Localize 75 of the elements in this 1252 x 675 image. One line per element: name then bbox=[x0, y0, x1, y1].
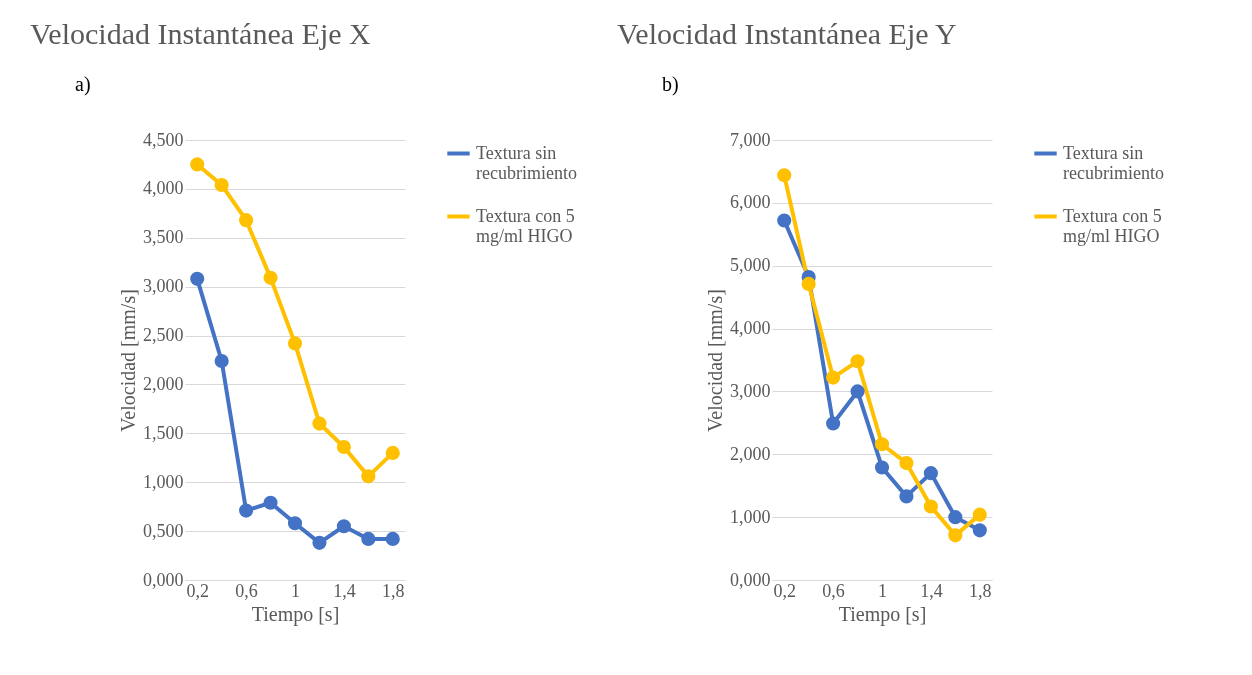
chart-title: Velocidad Instantánea Eje Y bbox=[617, 17, 957, 50]
point bbox=[777, 168, 792, 183]
y-tick-label: 0,000 bbox=[143, 569, 184, 590]
point bbox=[263, 270, 278, 285]
y-tick-label: 2,000 bbox=[730, 443, 771, 464]
point bbox=[385, 445, 400, 460]
point bbox=[287, 516, 303, 531]
point bbox=[214, 177, 229, 193]
point bbox=[826, 416, 841, 431]
y-axis-title: Velocidad [mm/s] bbox=[704, 289, 726, 432]
point bbox=[361, 469, 376, 484]
point bbox=[190, 271, 205, 286]
point bbox=[923, 499, 938, 514]
text: b) bbox=[662, 73, 679, 96]
y-tick-label: 1,000 bbox=[143, 471, 184, 492]
y-tick-label: 4,000 bbox=[143, 178, 184, 199]
point bbox=[239, 213, 254, 228]
x-tick-label: 1,8 bbox=[969, 580, 992, 601]
point bbox=[287, 336, 303, 351]
y-tick-label: 4,500 bbox=[143, 129, 184, 150]
y-tick-label: 7,000 bbox=[730, 129, 771, 150]
point bbox=[972, 523, 987, 538]
x-tick-label: 1,8 bbox=[382, 580, 405, 601]
x-tick-label: 1 bbox=[878, 580, 887, 601]
point bbox=[190, 157, 205, 172]
x-tick-label: 0,2 bbox=[773, 580, 796, 601]
y-tick-label: 1,500 bbox=[143, 422, 184, 443]
point bbox=[826, 370, 841, 385]
y-tick-label: 6,000 bbox=[730, 192, 771, 213]
y-tick-label: 3,500 bbox=[143, 227, 184, 248]
point bbox=[972, 507, 987, 522]
x-tick-label: 1,4 bbox=[333, 580, 356, 601]
point bbox=[312, 535, 327, 550]
x-axis-title: Tiempo [s] bbox=[838, 602, 927, 626]
point bbox=[850, 384, 865, 399]
y-tick-label: 1,000 bbox=[730, 506, 771, 527]
y-tick-label: 2,000 bbox=[143, 373, 184, 394]
legend-label: Textura sin recubrimiento bbox=[476, 142, 577, 183]
point bbox=[801, 276, 816, 291]
y-axis-title: Velocidad [mm/s] bbox=[117, 289, 139, 432]
point bbox=[385, 531, 400, 546]
point bbox=[336, 439, 351, 455]
point bbox=[777, 213, 792, 228]
y-tick-label: 3,000 bbox=[143, 276, 184, 297]
x-axis-title: Tiempo [s] bbox=[251, 602, 340, 626]
x-tick-label: 1 bbox=[291, 580, 300, 601]
y-tick-label: 0,000 bbox=[730, 569, 771, 590]
point bbox=[874, 460, 890, 475]
point bbox=[239, 503, 254, 518]
point bbox=[948, 510, 963, 525]
point bbox=[361, 531, 376, 546]
point bbox=[312, 416, 327, 431]
legend-label: Textura con 5 mg/ml HIGO bbox=[1063, 205, 1162, 246]
text: a) bbox=[75, 73, 91, 96]
x-tick-label: 0,2 bbox=[186, 580, 209, 601]
x-tick-label: 0,6 bbox=[822, 580, 845, 601]
point bbox=[263, 495, 278, 510]
point bbox=[899, 456, 914, 471]
y-tick-label: 0,500 bbox=[143, 520, 184, 541]
chart-title: Velocidad Instantánea Eje X bbox=[30, 17, 372, 50]
legend-label: Textura sin recubrimiento bbox=[1063, 142, 1164, 183]
point bbox=[899, 489, 914, 504]
x-tick-label: 1,4 bbox=[920, 580, 943, 601]
y-tick-label: 2,500 bbox=[143, 325, 184, 346]
point bbox=[874, 437, 890, 452]
y-tick-label: 4,000 bbox=[730, 318, 771, 339]
legend-label: Textura con 5 mg/ml HIGO bbox=[476, 205, 575, 246]
y-tick-label: 5,000 bbox=[730, 255, 771, 276]
point bbox=[948, 528, 963, 543]
point bbox=[850, 354, 865, 369]
x-tick-label: 0,6 bbox=[235, 580, 258, 601]
point bbox=[214, 353, 229, 369]
point bbox=[923, 466, 938, 481]
y-tick-label: 3,000 bbox=[730, 380, 771, 401]
point bbox=[336, 519, 351, 534]
